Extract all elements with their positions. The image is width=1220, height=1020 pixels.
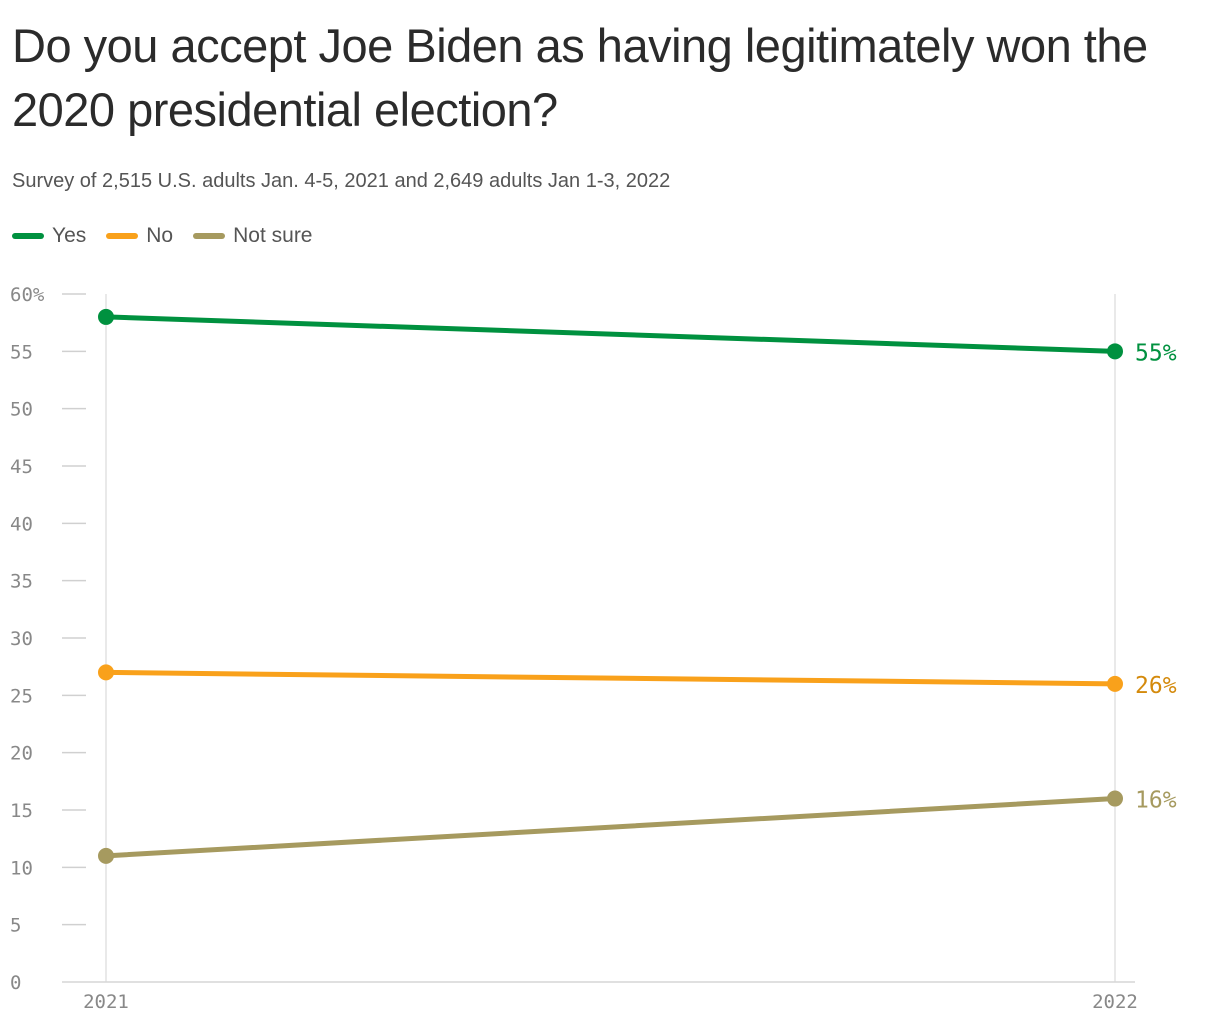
y-tick-label: 30 <box>10 628 33 650</box>
y-tick-label: 40 <box>10 513 33 535</box>
data-point-not-sure-2022 <box>1107 790 1123 807</box>
y-tick-label: 45 <box>10 456 33 478</box>
y-tick-label: 50 <box>10 399 33 421</box>
legend-label-not-sure: Not sure <box>233 224 313 247</box>
series-line-not-sure <box>103 796 1118 859</box>
y-tick-label: 15 <box>10 800 33 822</box>
y-tick-label: 10 <box>10 857 33 879</box>
x-tick-label: 2022 <box>1092 991 1138 1013</box>
end-label-yes: 55% <box>1135 340 1177 366</box>
end-label-no: 26% <box>1135 673 1177 699</box>
legend-label-yes: Yes <box>52 224 87 247</box>
data-point-no-2021 <box>98 664 114 681</box>
y-tick-label: 25 <box>10 685 33 707</box>
legend: Yes No Not sure <box>12 224 333 248</box>
legend-swatch-yes <box>12 233 44 239</box>
y-tick-label: 35 <box>10 571 33 593</box>
y-tick-label: 5 <box>10 915 21 937</box>
legend-swatch-no <box>106 233 139 239</box>
legend-item-yes: Yes <box>12 224 86 248</box>
x-tick-label: 2021 <box>83 991 129 1013</box>
legend-label-no: No <box>146 224 174 247</box>
data-point-yes-2021 <box>98 308 114 325</box>
y-tick-label: 55 <box>10 341 33 363</box>
y-tick-label: 0 <box>10 972 21 994</box>
y-tick-label: 20 <box>10 743 33 765</box>
data-point-not-sure-2021 <box>98 847 114 864</box>
data-point-no-2022 <box>1107 675 1123 692</box>
end-label-not-sure: 16% <box>1135 788 1177 814</box>
chart-subtitle: Survey of 2,515 U.S. adults Jan. 4-5, 20… <box>12 170 671 192</box>
legend-item-no: No <box>106 224 173 248</box>
series-line-no <box>103 669 1118 687</box>
legend-item-not-sure: Not sure <box>193 224 313 248</box>
legend-swatch-not-sure <box>193 233 226 239</box>
y-tick-label: 60% <box>10 284 45 306</box>
series-line-yes <box>103 314 1118 354</box>
chart-title: Do you accept Joe Biden as having legiti… <box>12 19 1148 136</box>
data-point-yes-2022 <box>1107 343 1123 360</box>
